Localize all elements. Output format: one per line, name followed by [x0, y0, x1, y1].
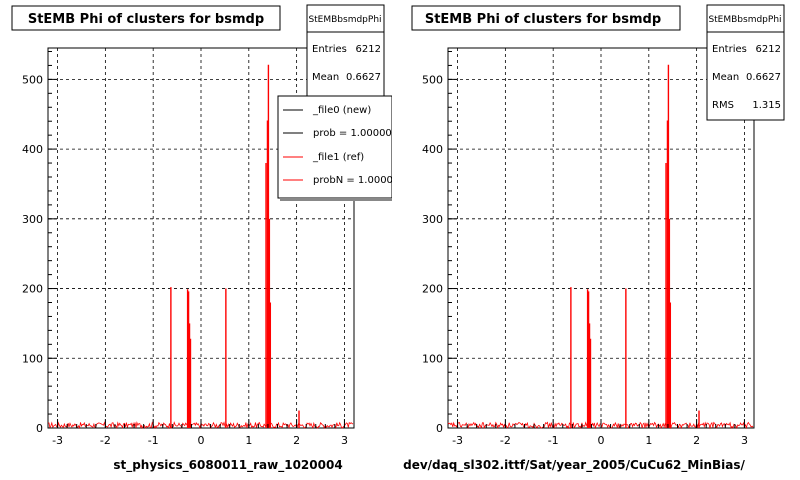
left-x-axis-title: st_physics_6080011_raw_1020004 [113, 458, 342, 473]
y-tick-label: 100 [22, 352, 43, 365]
x-tick-label: 2 [293, 434, 300, 447]
left-axis-ticks: -3 -2 -1 0 1 2 3 0 100 200 300 400 500 [22, 50, 348, 447]
y-tick-label: 400 [22, 143, 43, 156]
legend-label-file0: _file0 (new) [312, 105, 371, 116]
right-series [570, 64, 700, 428]
right-grid [448, 48, 754, 428]
x-tick-label: -2 [500, 434, 511, 447]
y-tick-label: 300 [22, 213, 43, 226]
y-tick-label: 0 [36, 422, 43, 435]
x-tick-label: -2 [100, 434, 111, 447]
x-tick-label: 1 [245, 434, 252, 447]
right-stats-box [706, 4, 785, 121]
right-title-box [411, 5, 681, 31]
right-stats-mean-label: Mean [712, 72, 739, 83]
left-title-box [11, 5, 281, 31]
y-tick-label: 200 [422, 283, 443, 296]
left-stats-mean-label: Mean [312, 72, 339, 83]
panel-gap [392, 90, 412, 210]
left-series [170, 64, 300, 428]
right-chart-title: StEMB Phi of clusters for bsmdp [425, 12, 661, 27]
right-stats-name: StEMBbsmdpPhi [708, 15, 781, 25]
right-stats-mean-value: 0.6627 [746, 72, 781, 83]
x-tick-label: -3 [52, 434, 63, 447]
x-tick-label: -3 [452, 434, 463, 447]
right-stats-entries-value: 6212 [756, 44, 781, 55]
right-stats-entries-label: Entries [712, 44, 747, 55]
legend-label-file1: _file1 (ref) [312, 152, 364, 163]
legend-label-probN: probN = 1.000000 [313, 175, 406, 186]
left-stats-mean-value: 0.6627 [346, 72, 381, 83]
y-tick-label: 100 [422, 352, 443, 365]
legend-label-prob: prob = 1.000000 [313, 128, 398, 139]
x-tick-label: 0 [198, 434, 205, 447]
y-tick-label: 500 [22, 73, 43, 86]
x-tick-label: -1 [148, 434, 159, 447]
y-tick-label: 400 [422, 143, 443, 156]
right-x-axis-title: dev/daq_sl302.ittf/Sat/year_2005/CuCu62_… [403, 458, 745, 473]
left-panel: StEMB Phi of clusters for bsmdp -3 -2 -1 0 1… [11, 4, 406, 473]
y-tick-label: 0 [436, 422, 443, 435]
x-tick-label: 3 [741, 434, 748, 447]
x-tick-label: 0 [598, 434, 605, 447]
x-tick-label: 2 [693, 434, 700, 447]
right-plot-frame [447, 47, 755, 429]
left-chart-title: StEMB Phi of clusters for bsmdp [28, 12, 264, 27]
right-axis-ticks: -3 -2 -1 0 1 2 3 0 100 200 300 400 500 [422, 50, 748, 447]
x-tick-label: -1 [548, 434, 559, 447]
y-tick-label: 300 [422, 213, 443, 226]
right-stats-rms-value: 1.315 [752, 100, 781, 111]
legend-shadow [280, 198, 392, 201]
left-stats-name: StEMBbsmdpPhi [308, 15, 381, 25]
right-panel: StEMB Phi of clusters for bsmdp -3 -2 -1 0 1… [403, 4, 785, 473]
left-stats-entries-value: 6212 [356, 44, 381, 55]
y-tick-label: 500 [422, 73, 443, 86]
right-stats-rms-label: RMS [712, 100, 734, 111]
left-stats-entries-label: Entries [312, 44, 347, 55]
y-tick-label: 200 [22, 283, 43, 296]
x-tick-label: 1 [645, 434, 652, 447]
x-tick-label: 3 [341, 434, 348, 447]
